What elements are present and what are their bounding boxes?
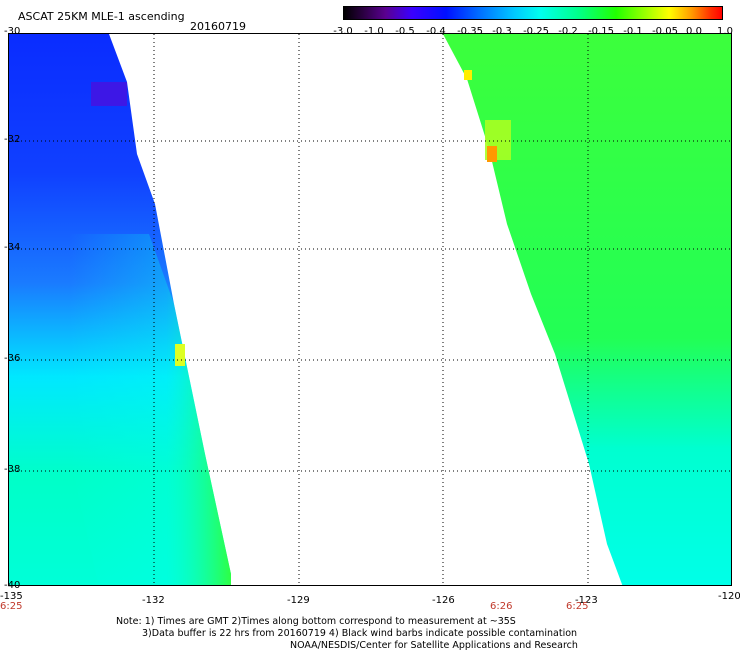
colorbar-ticks: -3.0 -1.0 -0.5 -0.4 -0.35 -0.3 -0.25 -0.… (333, 26, 737, 38)
lon-label: -120 (718, 591, 740, 602)
time-label: 6:25 (0, 601, 23, 612)
swath-left-edge (69, 234, 231, 585)
lat-label: -32 (4, 134, 21, 145)
colorbar-label: -0.2 (558, 26, 578, 37)
note-line-1: Note: 1) Times are GMT 2)Times along bot… (116, 616, 516, 627)
lon-label: -123 (575, 595, 598, 606)
time-label: 6:25 (566, 601, 589, 612)
colorbar-label: -0.35 (457, 26, 483, 37)
graticule (9, 34, 731, 585)
colorbar-label: -0.25 (523, 26, 549, 37)
lon-label: -126 (432, 595, 455, 606)
lon-label: -135 (0, 591, 23, 602)
lat-label: -40 (4, 580, 21, 591)
colorbar (343, 6, 723, 20)
colorbar-label: 0.0 (686, 26, 702, 37)
colorbar-label: -0.1 (623, 26, 643, 37)
lat-label: -36 (4, 353, 21, 364)
lat-label: -38 (4, 464, 21, 475)
satellite-map (8, 33, 732, 586)
swath-left-yellow-patch (175, 344, 185, 366)
swath-left-low-patch (91, 82, 127, 106)
colorbar-label: -1.0 (364, 26, 384, 37)
swath-right-yellow-dot (464, 70, 472, 80)
colorbar-label: -0.3 (492, 26, 512, 37)
map-date: 20160719 (190, 20, 246, 33)
note-line-2: 3)Data buffer is 22 hrs from 20160719 4)… (142, 628, 578, 639)
lon-label: -132 (142, 595, 165, 606)
lon-label: -129 (287, 595, 310, 606)
lat-label: -30 (4, 26, 21, 37)
colorbar-label: -0.15 (588, 26, 614, 37)
swath-right (443, 34, 731, 585)
time-label: 6:26 (490, 601, 513, 612)
colorbar-label: -0.5 (395, 26, 415, 37)
lat-label: -34 (4, 242, 21, 253)
swath-right-orange-patch (487, 146, 497, 162)
colorbar-label: -3.0 (333, 26, 353, 37)
note-line-3: NOAA/NESDIS/Center for Satellite Applica… (290, 640, 578, 651)
colorbar-label: 1.0 (717, 26, 733, 37)
colorbar-label: -0.05 (652, 26, 678, 37)
colorbar-label: -0.4 (426, 26, 446, 37)
map-canvas (9, 34, 731, 585)
map-title: ASCAT 25KM MLE-1 ascending (18, 10, 185, 23)
